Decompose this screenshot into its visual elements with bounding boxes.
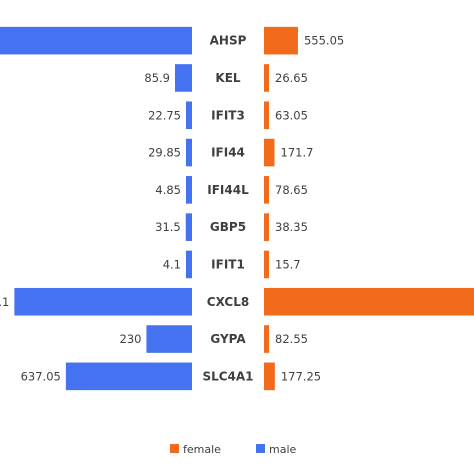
value-label-female-ifi44: 171.7	[281, 146, 314, 160]
gene-label-ahsp: AHSP	[210, 34, 247, 48]
gene-label-kel: KEL	[215, 71, 240, 85]
value-label-male-cxcl8: 897.1	[0, 295, 9, 309]
value-label-female-slc4a1: 177.25	[281, 369, 321, 383]
value-label-male-ifit3: 22.75	[148, 108, 181, 122]
value-label-male-ifi44l: 4.85	[155, 183, 181, 197]
bar-female-gbp5	[264, 213, 269, 241]
bar-male-gbp5	[185, 213, 192, 241]
value-label-female-kel: 26.65	[275, 71, 308, 85]
value-label-male-ifit1: 4.1	[163, 257, 181, 271]
legend-swatch-male	[256, 444, 265, 453]
bar-male-ifit1	[186, 250, 192, 279]
bar-female-cxcl8	[264, 287, 474, 316]
bar-female-ifit1	[264, 250, 269, 279]
value-label-female-gypa: 82.55	[275, 332, 308, 346]
bar-female-kel	[264, 64, 269, 92]
bar-male-ahsp	[0, 26, 192, 55]
value-label-female-ifi44l: 78.65	[275, 183, 308, 197]
gene-label-gbp5: GBP5	[210, 220, 246, 234]
value-label-male-gypa: 230	[120, 332, 142, 346]
value-label-male-gbp5: 31.5	[155, 220, 181, 234]
bar-female-gypa	[264, 325, 270, 353]
value-label-female-ifit3: 63.05	[275, 108, 308, 122]
legend-label-male: male	[269, 443, 297, 456]
bar-male-slc4a1	[65, 362, 192, 391]
gene-label-ifit3: IFIT3	[211, 108, 245, 122]
gene-label-cxcl8: CXCL8	[207, 295, 249, 309]
bar-female-ifi44l	[264, 176, 269, 204]
bar-female-ifit3	[264, 101, 269, 130]
value-label-male-ifi44: 29.85	[148, 146, 181, 160]
gene-label-slc4a1: SLC4A1	[202, 369, 253, 383]
value-labels: 555.05 85.9 26.65 22.75 63.05 29.85 171.7 4.85 7…	[0, 34, 344, 384]
bar-female-ahsp	[264, 26, 298, 55]
gene-label-gypa: GYPA	[210, 332, 246, 346]
female-bars	[264, 26, 474, 391]
gene-labels: AHSP KEL IFIT3 IFI44 IFI44L GBP5 IFIT1 CXCL8 GYP…	[202, 34, 253, 384]
legend: female male	[170, 443, 297, 456]
male-bars	[0, 26, 192, 391]
gene-label-ifi44l: IFI44L	[207, 183, 249, 197]
legend-label-female: female	[183, 443, 221, 456]
value-label-female-gbp5: 38.35	[275, 220, 308, 234]
value-label-female-ahsp: 555.05	[304, 34, 344, 48]
bar-male-ifit3	[186, 101, 192, 130]
bar-male-ifi44l	[186, 176, 192, 204]
bar-male-cxcl8	[14, 287, 192, 316]
legend-swatch-female	[170, 444, 179, 453]
bar-male-ifi44	[186, 138, 192, 167]
value-label-male-kel: 85.9	[144, 71, 170, 85]
bar-female-slc4a1	[264, 362, 275, 391]
bar-female-ifi44	[264, 138, 275, 167]
value-label-male-slc4a1: 637.05	[21, 369, 61, 383]
value-label-female-ifit1: 15.7	[275, 257, 301, 271]
gene-label-ifit1: IFIT1	[211, 257, 245, 271]
gene-label-ifi44: IFI44	[211, 146, 245, 160]
bar-male-kel	[174, 64, 192, 92]
bar-male-gypa	[146, 325, 192, 353]
